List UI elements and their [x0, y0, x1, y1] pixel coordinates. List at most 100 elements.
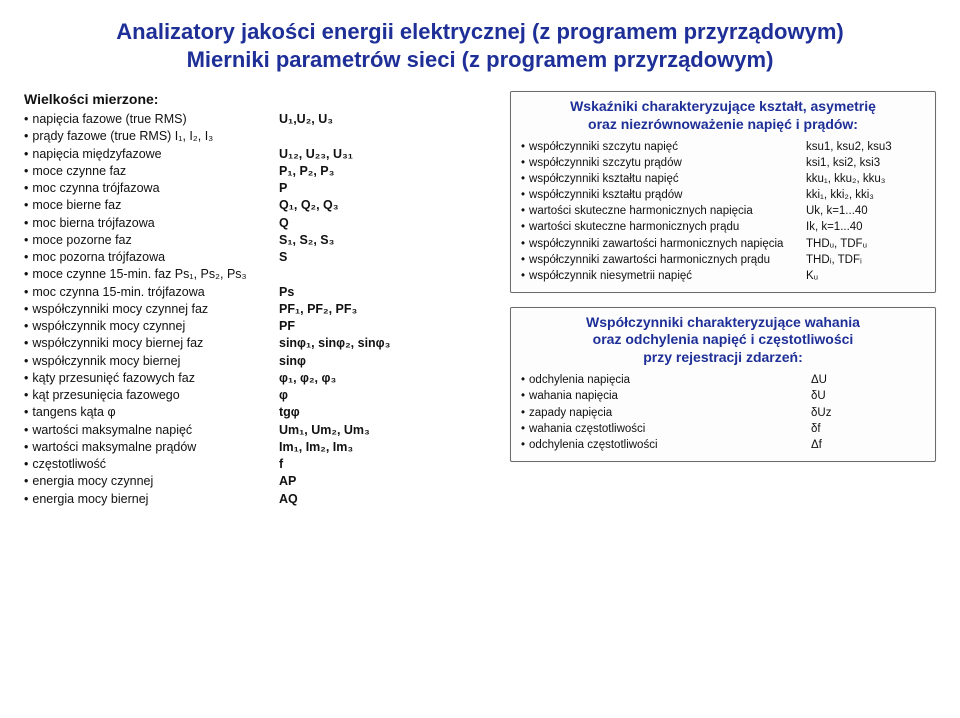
measure-row: kąt przesunięcia fazowegoφ — [24, 387, 494, 404]
measure-value: sinφ₁, sinφ₂, sinφ₃ — [279, 335, 494, 352]
box1-row: współczynniki zawartości harmonicznych p… — [521, 252, 925, 268]
measure-label: moc czynna trójfazowa — [24, 180, 279, 197]
box1-title-l1: Wskaźniki charakteryzujące kształt, asym… — [521, 98, 925, 116]
box1-row: wartości skuteczne harmonicznych prąduIk… — [521, 219, 925, 235]
box1-rows: współczynniki szczytu napięćksu1, ksu2, … — [521, 139, 925, 284]
box1-row: współczynniki zawartości harmonicznych n… — [521, 236, 925, 252]
box1-title: Wskaźniki charakteryzujące kształt, asym… — [521, 98, 925, 133]
measure-row: energia mocy biernejAQ — [24, 491, 494, 508]
box2-row: odchylenia napięciaΔU — [521, 372, 925, 388]
measure-row: napięcia międzyfazoweU₁₂, U₂₃, U₃₁ — [24, 146, 494, 163]
measure-row: prądy fazowe (true RMS) I₁, I₂, I₃ — [24, 128, 494, 145]
measure-row: wartości maksymalne napięćUm₁, Um₂, Um₃ — [24, 422, 494, 439]
box2-row: wahania napięciaδU — [521, 388, 925, 404]
document-page: Analizatory jakości energii elektrycznej… — [0, 0, 960, 718]
box2-row-value: ΔU — [811, 372, 925, 388]
shape-indicators-box: Wskaźniki charakteryzujące kształt, asym… — [510, 91, 936, 293]
measure-value: Ps — [279, 284, 494, 301]
measure-value: Im₁, Im₂, Im₃ — [279, 439, 494, 456]
measures-list: napięcia fazowe (true RMS)U₁,U₂, U₃prądy… — [24, 111, 494, 508]
page-title: Analizatory jakości energii elektrycznej… — [24, 18, 936, 73]
box2-title-l1: Współczynniki charakteryzujące wahania — [521, 314, 925, 332]
measure-value: Q — [279, 215, 494, 232]
measure-value: U₁,U₂, U₃ — [279, 111, 494, 128]
left-column: Wielkości mierzone: napięcia fazowe (tru… — [24, 91, 494, 508]
box1-row-label: współczynniki szczytu prądów — [521, 155, 806, 171]
measure-row: współczynniki mocy biernej fazsinφ₁, sin… — [24, 335, 494, 352]
box2-row-label: odchylenia częstotliwości — [521, 437, 811, 453]
box1-row: wartości skuteczne harmonicznych napięci… — [521, 203, 925, 219]
box2-row: wahania częstotliwościδf — [521, 421, 925, 437]
measure-value: U₁₂, U₂₃, U₃₁ — [279, 146, 494, 163]
measure-label: współczynnik mocy biernej — [24, 353, 279, 370]
measure-row: tangens kąta φtgφ — [24, 404, 494, 421]
measure-row: kąty przesunięć fazowych fazφ₁, φ₂, φ₃ — [24, 370, 494, 387]
box2-title: Współczynniki charakteryzujące wahania o… — [521, 314, 925, 367]
box1-row-value: Kᵤ — [806, 268, 925, 284]
measure-label: moc czynna 15-min. trójfazowa — [24, 284, 279, 301]
measure-row: moc pozorna trójfazowaS — [24, 249, 494, 266]
measure-label: moc bierna trójfazowa — [24, 215, 279, 232]
content-columns: Wielkości mierzone: napięcia fazowe (tru… — [24, 91, 936, 508]
measure-row: współczynniki mocy czynnej fazPF₁, PF₂, … — [24, 301, 494, 318]
box2-row-label: zapady napięcia — [521, 405, 811, 421]
right-column: Wskaźniki charakteryzujące kształt, asym… — [510, 91, 936, 508]
measure-row: moc bierna trójfazowaQ — [24, 215, 494, 232]
measure-row: moc czynna trójfazowaP — [24, 180, 494, 197]
measure-label: energia mocy czynnej — [24, 473, 279, 490]
measure-label: moce czynne 15-min. faz Ps₁, Ps₂, Ps₃ — [24, 266, 279, 283]
measure-row: energia mocy czynnejAP — [24, 473, 494, 490]
box1-row: współczynnik niesymetrii napięćKᵤ — [521, 268, 925, 284]
measure-label: prądy fazowe (true RMS) I₁, I₂, I₃ — [24, 128, 279, 145]
measure-value: φ₁, φ₂, φ₃ — [279, 370, 494, 387]
box2-title-l3: przy rejestracji zdarzeń: — [521, 349, 925, 367]
measure-row: współczynnik mocy biernejsinφ — [24, 353, 494, 370]
box1-row-label: wartości skuteczne harmonicznych prądu — [521, 219, 806, 235]
box1-row-value: THDᵤ, TDFᵤ — [806, 236, 925, 252]
box1-row-label: wartości skuteczne harmonicznych napięci… — [521, 203, 806, 219]
box1-row-value: Uk, k=1...40 — [806, 203, 925, 219]
measure-label: napięcia fazowe (true RMS) — [24, 111, 279, 128]
box1-row-label: współczynniki kształtu napięć — [521, 171, 806, 187]
box2-row-label: wahania częstotliwości — [521, 421, 811, 437]
measure-value: AP — [279, 473, 494, 490]
box1-row-label: współczynniki zawartości harmonicznych p… — [521, 252, 806, 268]
box2-rows: odchylenia napięciaΔUwahania napięciaδUz… — [521, 372, 925, 452]
measure-row: wartości maksymalne prądówIm₁, Im₂, Im₃ — [24, 439, 494, 456]
box2-row: zapady napięciaδUz — [521, 405, 925, 421]
box2-row-value: δU — [811, 388, 925, 404]
measure-row: częstotliwośćf — [24, 456, 494, 473]
box1-row-value: kki₁, kki₂, kki₃ — [806, 187, 925, 203]
measure-label: moce pozorne faz — [24, 232, 279, 249]
box1-row-value: ksi1, ksi2, ksi3 — [806, 155, 925, 171]
measure-label: energia mocy biernej — [24, 491, 279, 508]
box1-title-l2: oraz niezrównoważenie napięć i prądów: — [521, 116, 925, 134]
box1-row-value: Ik, k=1...40 — [806, 219, 925, 235]
box2-row-value: δUz — [811, 405, 925, 421]
measure-value: Q₁, Q₂, Q₃ — [279, 197, 494, 214]
box1-row-value: THDᵢ, TDFᵢ — [806, 252, 925, 268]
measure-row: moc czynna 15-min. trójfazowaPs — [24, 284, 494, 301]
measure-row: moce czynne fazP₁, P₂, P₃ — [24, 163, 494, 180]
measure-label: współczynniki mocy czynnej faz — [24, 301, 279, 318]
title-line-1: Analizatory jakości energii elektrycznej… — [24, 18, 936, 46]
box1-row: współczynniki kształtu prądówkki₁, kki₂,… — [521, 187, 925, 203]
measure-value: S — [279, 249, 494, 266]
measure-label: kąty przesunięć fazowych faz — [24, 370, 279, 387]
measure-label: częstotliwość — [24, 456, 279, 473]
box1-row: współczynniki kształtu napięćkku₁, kku₂,… — [521, 171, 925, 187]
measure-label: współczynnik mocy czynnej — [24, 318, 279, 335]
measure-label: wartości maksymalne prądów — [24, 439, 279, 456]
title-line-2: Mierniki parametrów sieci (z programem p… — [24, 46, 936, 74]
measure-value: AQ — [279, 491, 494, 508]
box1-row-value: ksu1, ksu2, ksu3 — [806, 139, 925, 155]
box1-row-label: współczynniki kształtu prądów — [521, 187, 806, 203]
measure-row: współczynnik mocy czynnejPF — [24, 318, 494, 335]
measure-value: PF₁, PF₂, PF₃ — [279, 301, 494, 318]
measure-row: napięcia fazowe (true RMS)U₁,U₂, U₃ — [24, 111, 494, 128]
measure-value: tgφ — [279, 404, 494, 421]
box2-row-value: Δf — [811, 437, 925, 453]
measure-label: wartości maksymalne napięć — [24, 422, 279, 439]
measure-value: Um₁, Um₂, Um₃ — [279, 422, 494, 439]
measure-label: kąt przesunięcia fazowego — [24, 387, 279, 404]
